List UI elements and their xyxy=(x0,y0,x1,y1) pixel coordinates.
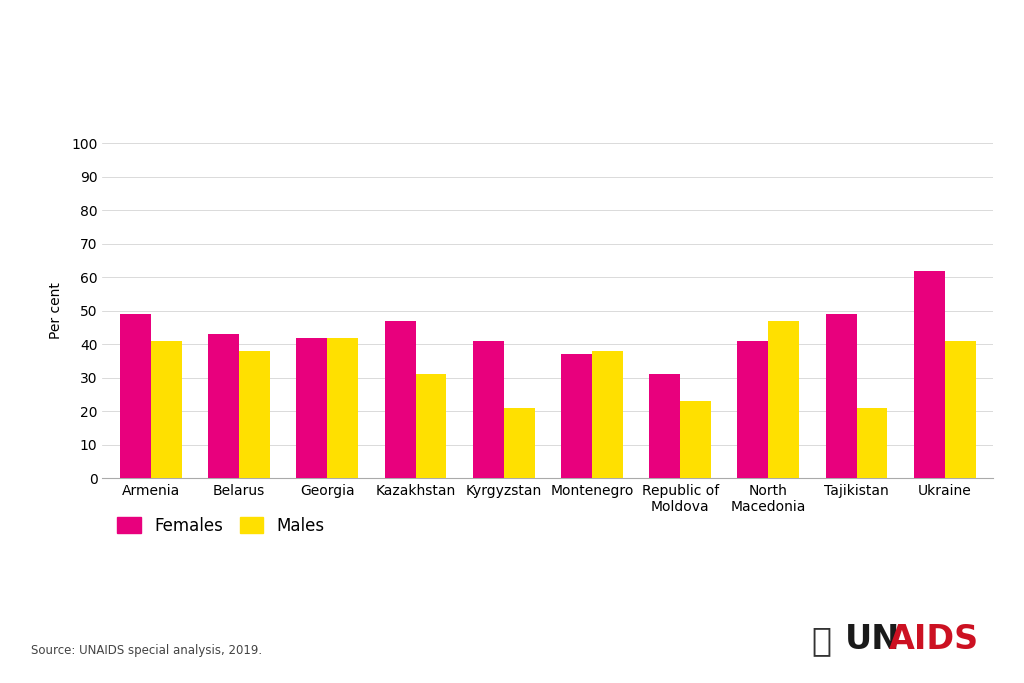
Bar xyxy=(120,314,151,478)
Text: Ⓘ: Ⓘ xyxy=(811,624,831,657)
Bar xyxy=(649,374,680,478)
Bar xyxy=(297,337,328,478)
Text: Viral load suppression among adults (15 years and older): Viral load suppression among adults (15 … xyxy=(23,27,901,53)
Bar xyxy=(473,341,504,478)
Bar xyxy=(913,270,945,478)
Bar xyxy=(680,401,711,478)
Bar xyxy=(825,314,856,478)
Text: Source: UNAIDS special analysis, 2019.: Source: UNAIDS special analysis, 2019. xyxy=(31,644,262,657)
Bar xyxy=(416,374,446,478)
Bar xyxy=(385,321,416,478)
Bar xyxy=(856,408,888,478)
Bar xyxy=(945,341,976,478)
Bar xyxy=(561,354,592,478)
Text: living with HIV, by sex, eastern Europe and central Asia, 2018: living with HIV, by sex, eastern Europe … xyxy=(23,80,967,107)
Bar xyxy=(737,341,768,478)
Y-axis label: Per cent: Per cent xyxy=(49,282,62,339)
Bar xyxy=(592,351,623,478)
Bar xyxy=(504,408,535,478)
Bar xyxy=(240,351,270,478)
Text: AIDS: AIDS xyxy=(889,623,979,656)
Bar xyxy=(208,334,240,478)
Bar xyxy=(151,341,182,478)
Bar xyxy=(328,337,358,478)
Legend: Females, Males: Females, Males xyxy=(111,510,331,542)
Text: UN: UN xyxy=(845,623,900,656)
Bar xyxy=(768,321,799,478)
